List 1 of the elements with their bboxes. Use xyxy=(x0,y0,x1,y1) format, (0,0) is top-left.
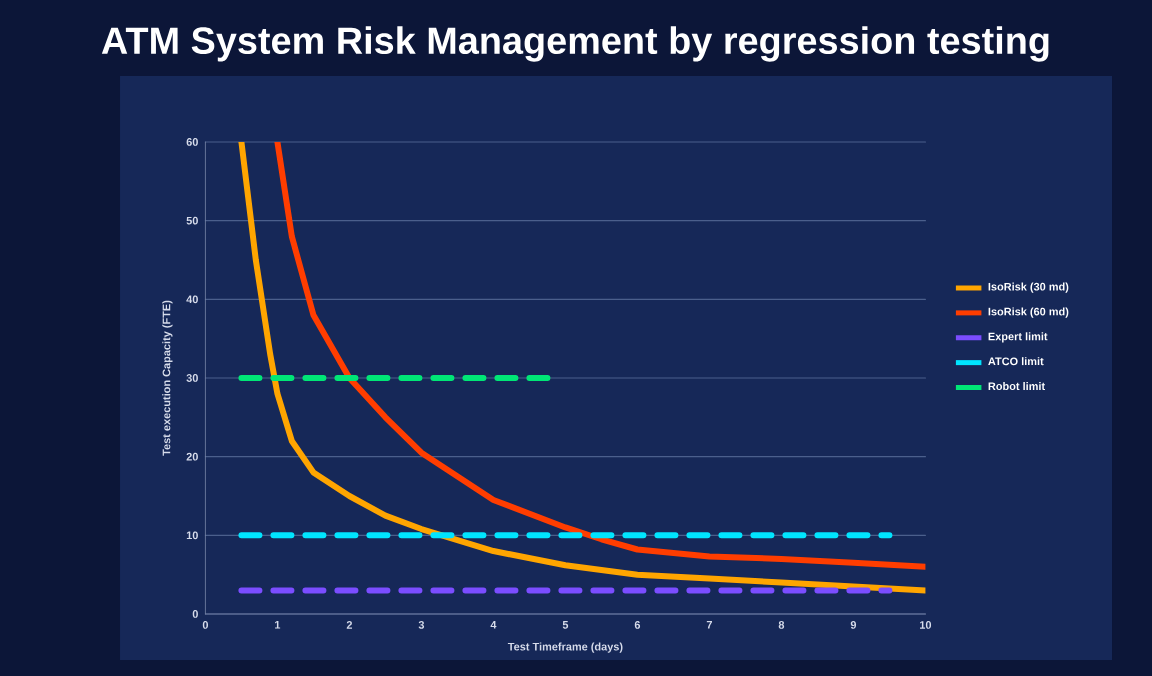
chart-title: ATM System Risk Management by regression testing xyxy=(101,26,1049,62)
